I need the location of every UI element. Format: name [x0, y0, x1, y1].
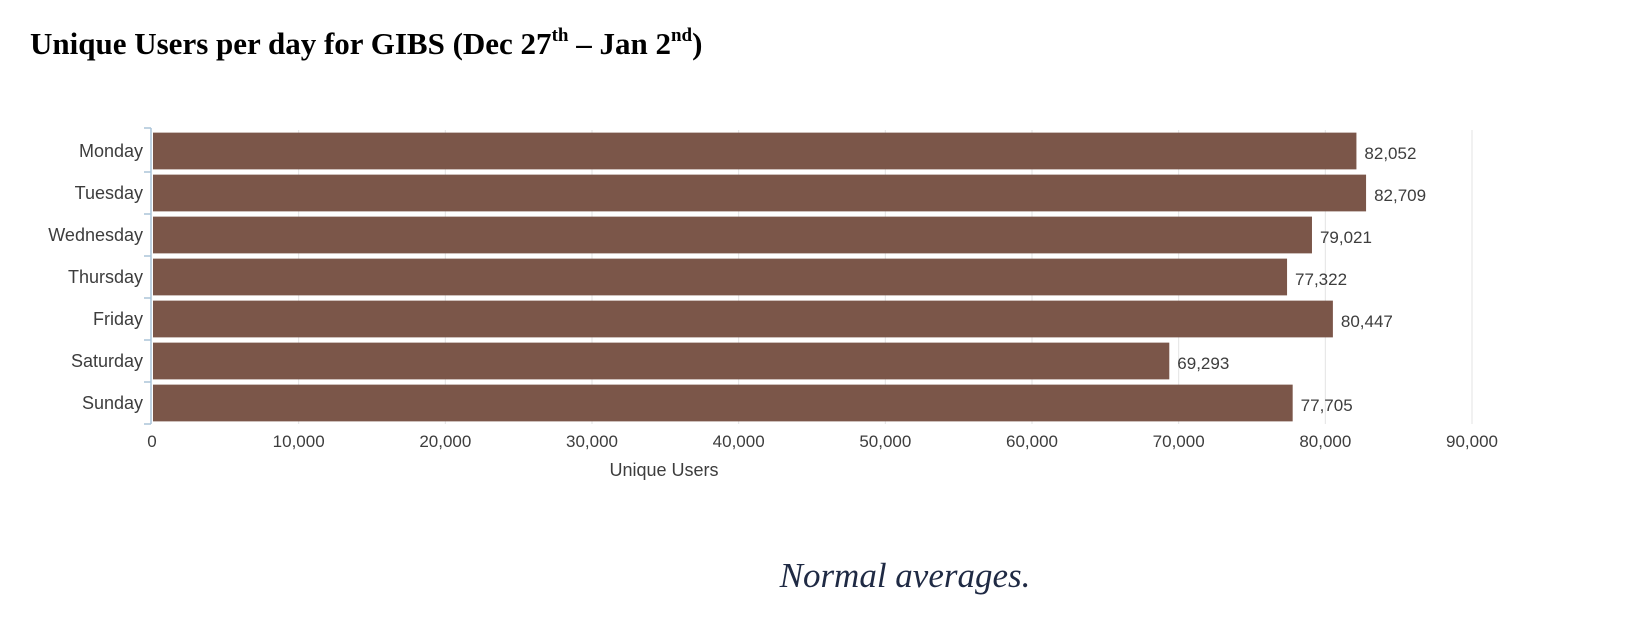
y-category-label: Saturday: [71, 351, 143, 371]
x-tick-label: 50,000: [859, 432, 911, 451]
x-tick-label: 40,000: [713, 432, 765, 451]
title-sup-nd: nd: [670, 25, 693, 46]
x-tick-label: 20,000: [419, 432, 471, 451]
x-tick-label: 70,000: [1153, 432, 1205, 451]
title-suffix: ): [692, 26, 703, 61]
data-label: 77,322: [1295, 270, 1347, 289]
x-tick-label: 90,000: [1446, 432, 1498, 451]
title-sup-th: th: [551, 25, 569, 46]
data-label: 69,293: [1177, 354, 1229, 373]
data-label: 77,705: [1301, 396, 1353, 415]
bar: [153, 342, 1170, 380]
x-tick-label: 80,000: [1299, 432, 1351, 451]
bars: [153, 132, 1367, 422]
x-tick-label: 30,000: [566, 432, 618, 451]
y-category-label: Monday: [79, 141, 143, 161]
data-label: 82,709: [1374, 186, 1426, 205]
labels: 0 10,000 20,000 30,000 40,000 50,000 60,000 70,…: [48, 141, 1498, 451]
x-tick-label: 0: [147, 432, 156, 451]
x-tick-label: 60,000: [1006, 432, 1058, 451]
bar: [153, 384, 1293, 422]
bar: [153, 174, 1367, 212]
y-category-label: Wednesday: [48, 225, 143, 245]
bar: [153, 132, 1357, 170]
data-label: 82,052: [1364, 144, 1416, 163]
x-axis-title: Unique Users: [609, 460, 718, 480]
title-prefix: Unique Users per day for GIBS (Dec 27: [30, 26, 552, 61]
caption: Normal averages.: [779, 556, 1031, 595]
title-middle: – Jan 2: [568, 26, 671, 61]
axes: [144, 127, 152, 425]
bar: [153, 258, 1288, 296]
data-label: 80,447: [1341, 312, 1393, 331]
x-tick-label: 10,000: [273, 432, 325, 451]
page-title: Unique Users per day for GIBS (Dec 27th …: [30, 26, 702, 62]
y-category-label: Tuesday: [75, 183, 143, 203]
y-category-label: Sunday: [82, 393, 143, 413]
data-label: 79,021: [1320, 228, 1372, 247]
y-category-label: Friday: [93, 309, 143, 329]
bar: [153, 300, 1333, 338]
y-category-label: Thursday: [68, 267, 143, 287]
bar-chart: 0 10,000 20,000 30,000 40,000 50,000 60,000 70,…: [48, 127, 1498, 480]
bar: [153, 216, 1312, 254]
